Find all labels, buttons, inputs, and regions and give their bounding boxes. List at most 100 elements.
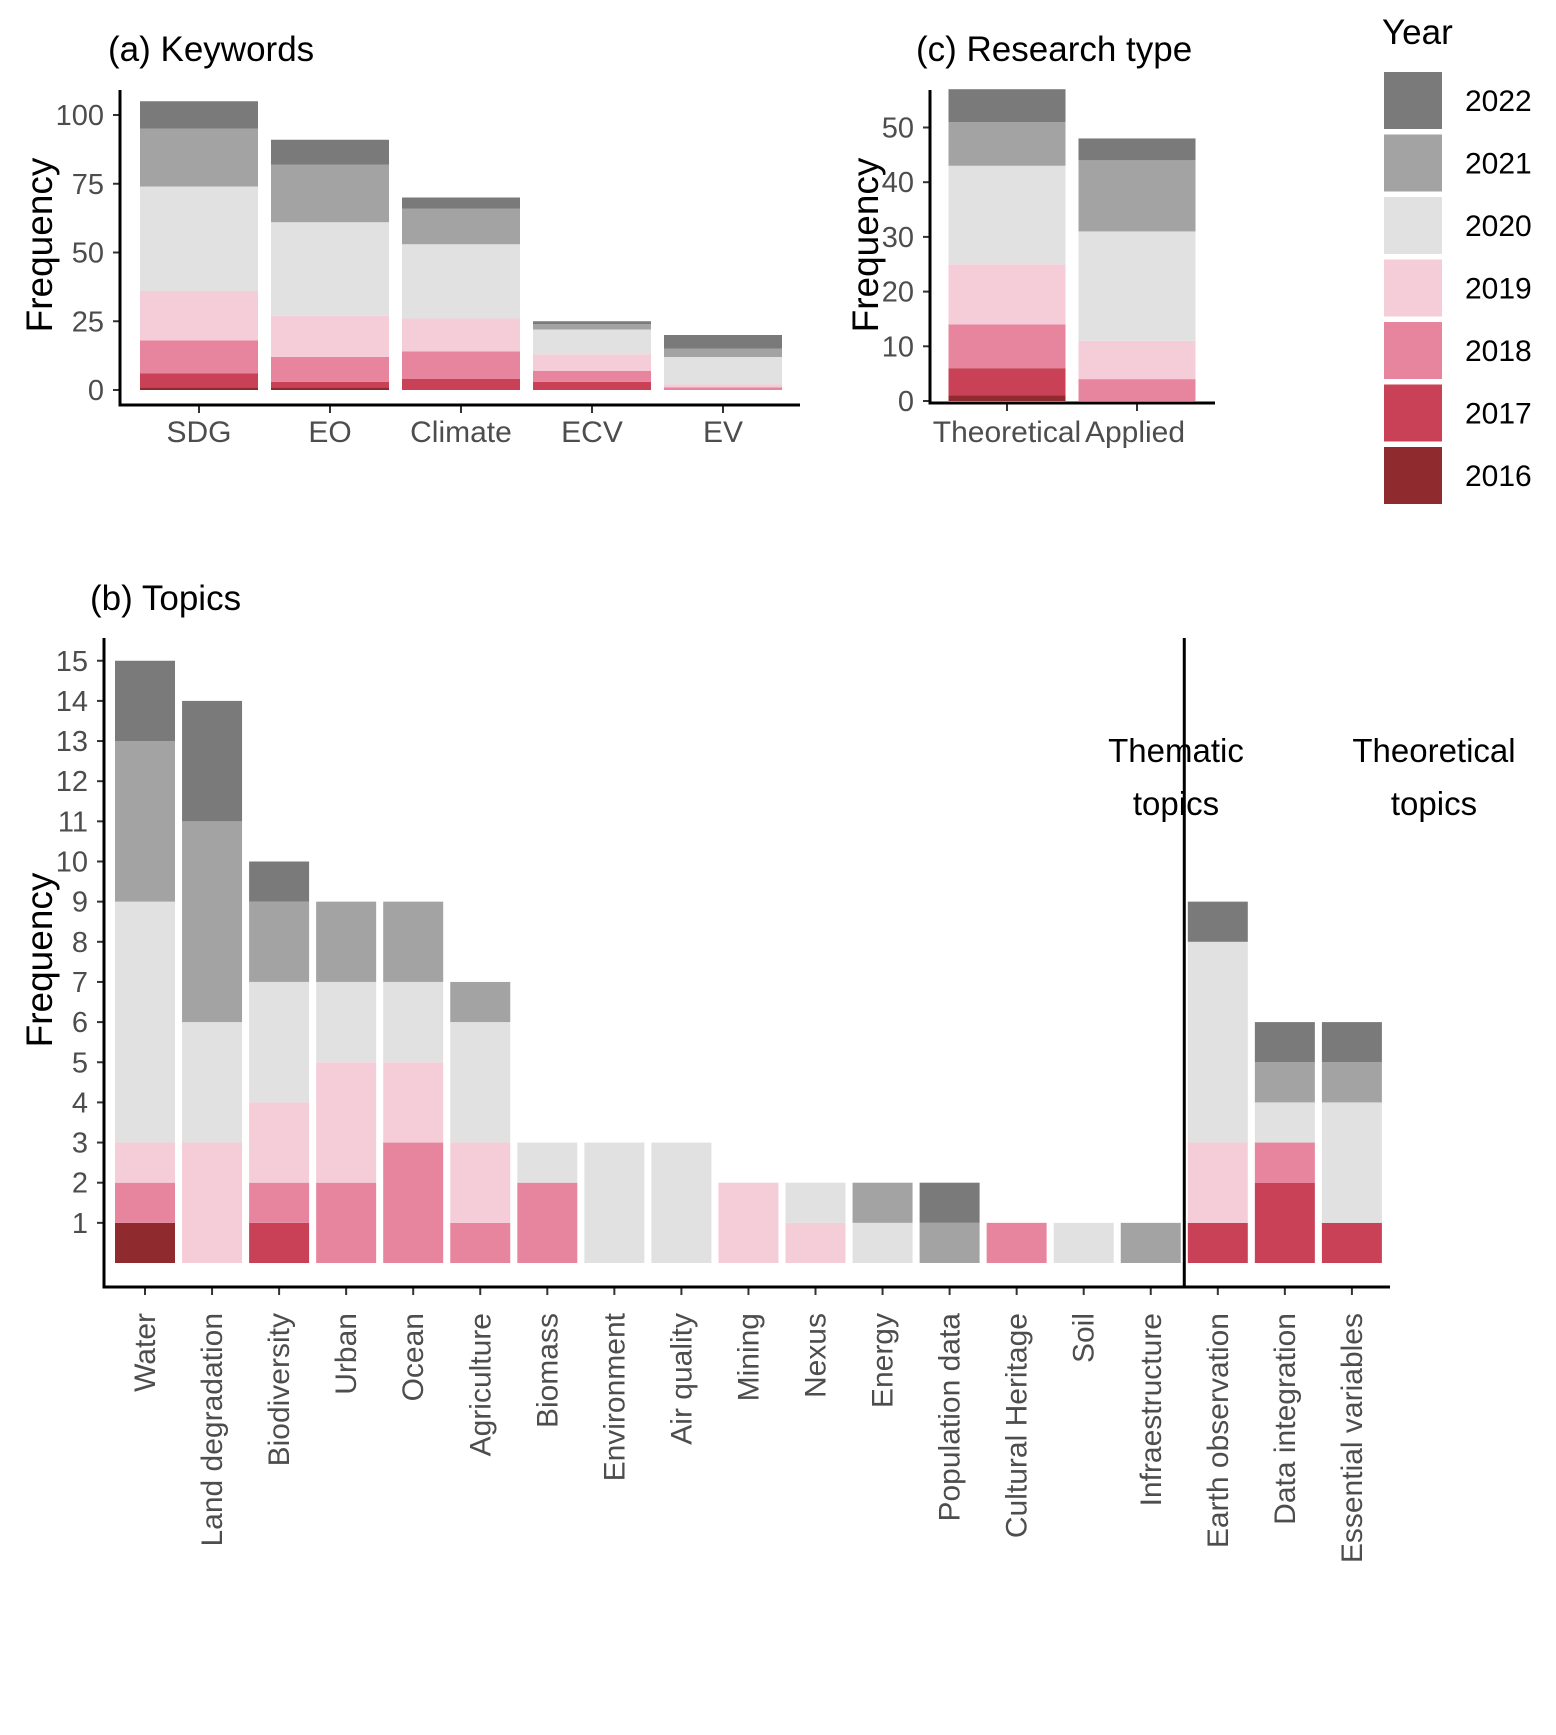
topics-y-tick-label: 13 [56,726,88,758]
topics-x-tick-label: Nexus [800,1313,833,1398]
topics-bar-data-integration-2017 [1254,1182,1315,1263]
topics-group-label-line1: Theoretical [1352,732,1515,769]
keywords-x-tick-label: ECV [561,416,623,449]
keywords-bar-ecv-2019 [533,354,651,371]
topics-y-tick-label: 11 [58,806,88,838]
keywords-panel: (a) Keywords Frequency 0 25 50 75 100 SDG EO Clim… [19,30,800,449]
keywords-bar-eo-2018 [271,357,389,382]
topics-bar-water-2022 [115,660,175,742]
research_type-bar-theoretical-2020 [948,165,1066,265]
keywords-bar-ecv-2021 [533,324,651,330]
research_type-bar-applied-2020 [1078,231,1196,341]
topics-bar-water-2016 [115,1222,175,1263]
keywords-bar-eo-2020 [271,222,389,316]
keywords-bar-climate-2021 [402,208,520,245]
keywords-bar-sdg-2022 [140,101,258,129]
keywords-title: (a) Keywords [108,30,314,69]
topics-bar-biodiversity-2020 [249,981,310,1103]
keywords-bar-sdg-2018 [140,340,258,374]
topics-bar-data-integration-2020 [1254,1102,1315,1143]
topics-bar-data-integration-2018 [1254,1142,1315,1183]
keywords-bar-eo-2016 [271,387,389,390]
topics-bar-biomass-2018 [517,1182,578,1263]
keywords-bar-ev-2018 [664,387,782,390]
keywords-x-tick-label: EO [308,416,351,449]
keywords-x-tick-label: SDG [166,416,231,449]
topics-bar-earth-observation-2022 [1187,901,1248,942]
keywords-bar-climate-2018 [402,351,520,379]
topics-y-tick-label: 4 [72,1087,88,1119]
research_type-y-axis-label: Frequency [845,157,886,332]
topics-bar-water-2020 [115,901,175,1143]
topics-bar-land-degradation-2020 [182,1022,243,1143]
keywords-bar-eo-2017 [271,381,389,388]
topics-x-tick-label: Mining [732,1313,765,1401]
topics-bar-land-degradation-2019 [182,1142,243,1263]
legend-label-2020: 2020 [1465,210,1532,243]
topics-bar-essential-variables-2020 [1321,1102,1382,1223]
topics-bar-nexus-2019 [785,1222,846,1263]
legend-swatch-2022 [1384,72,1442,129]
legend-swatch-2017 [1384,384,1442,442]
topics-bar-biodiversity-2018 [249,1182,310,1223]
topics-x-tick-label: Biodiversity [263,1313,296,1466]
keywords-bar-climate-2022 [402,197,520,209]
topics-x-tick-label: Air quality [665,1313,698,1445]
keywords-bar-sdg-2017 [140,373,258,388]
topics-bar-air-quality-2020 [651,1142,712,1263]
topics-bar-nexus-2020 [785,1182,846,1223]
topics-y-tick-label: 7 [72,967,88,999]
keywords-bar-climate-2020 [402,244,520,319]
topics-bar-agriculture-2020 [450,1022,511,1143]
research_type-bar-applied-2022 [1078,138,1196,161]
topics-bar-ocean-2020 [383,981,444,1063]
topics-y-tick-label: 2 [72,1168,88,1200]
legend-label-2016: 2016 [1465,460,1532,493]
legend-label-2022: 2022 [1465,85,1532,118]
topics-group-label-line2: topics [1391,785,1477,822]
topics-y-tick-label: 10 [56,847,88,879]
topics-bar-urban-2018 [316,1182,377,1263]
topics-y-tick-label: 15 [56,646,88,678]
year-legend: Year 2022 2021 2020 2019 2018 2017 2016 [1382,13,1532,504]
topics-y-tick-label: 9 [72,887,88,919]
research_type-y-tick-label: 20 [882,277,914,309]
legend-swatch-2016 [1384,447,1442,504]
keywords-bar-ev-2022 [664,335,782,349]
keywords-y-tick-label: 100 [56,100,104,132]
topics-x-tick-label: Data integration [1269,1313,1302,1525]
topics-bar-energy-2020 [852,1222,913,1263]
topics-bar-ocean-2018 [383,1142,444,1263]
keywords-y-tick-label: 25 [72,306,104,338]
topics-bar-essential-variables-2017 [1321,1222,1382,1263]
legend-label-2017: 2017 [1465,398,1532,431]
topics-bar-land-degradation-2021 [182,821,243,1023]
keywords-bar-ev-2020 [664,357,782,385]
research_type-bar-applied-2019 [1078,340,1196,380]
topics-bar-agriculture-2018 [450,1222,511,1263]
legend-label-2018: 2018 [1465,335,1532,368]
keywords-bar-sdg-2020 [140,186,258,291]
topics-x-tick-label: Environment [598,1312,631,1481]
topics-y-tick-label: 3 [72,1128,88,1160]
keywords-y-tick-label: 75 [72,169,104,201]
topics-bar-mining-2019 [718,1182,779,1263]
research_type-y-tick-label: 10 [882,331,914,363]
topics-x-tick-label: Earth observation [1202,1313,1235,1548]
research_type-bar-theoretical-2021 [948,122,1066,166]
topics-bar-biomass-2020 [517,1142,578,1183]
topics-x-tick-label: Biomass [531,1313,564,1428]
research_type-bar-theoretical-2018 [948,324,1066,369]
topics-x-tick-label: Infraestructure [1135,1313,1168,1506]
topics-bar-agriculture-2021 [450,981,511,1023]
keywords-y-tick-label: 50 [72,238,104,270]
keywords-bar-climate-2017 [402,379,520,390]
topics-bar-cultural-heritage-2018 [986,1222,1047,1263]
topics-bar-soil-2020 [1053,1222,1114,1263]
topics-x-tick-label: Essential variables [1336,1313,1369,1563]
keywords-bar-sdg-2021 [140,128,258,187]
research_type-bar-theoretical-2016 [948,395,1066,401]
topics-x-tick-label: Agriculture [464,1313,497,1456]
topics-y-tick-label: 6 [72,1007,88,1039]
